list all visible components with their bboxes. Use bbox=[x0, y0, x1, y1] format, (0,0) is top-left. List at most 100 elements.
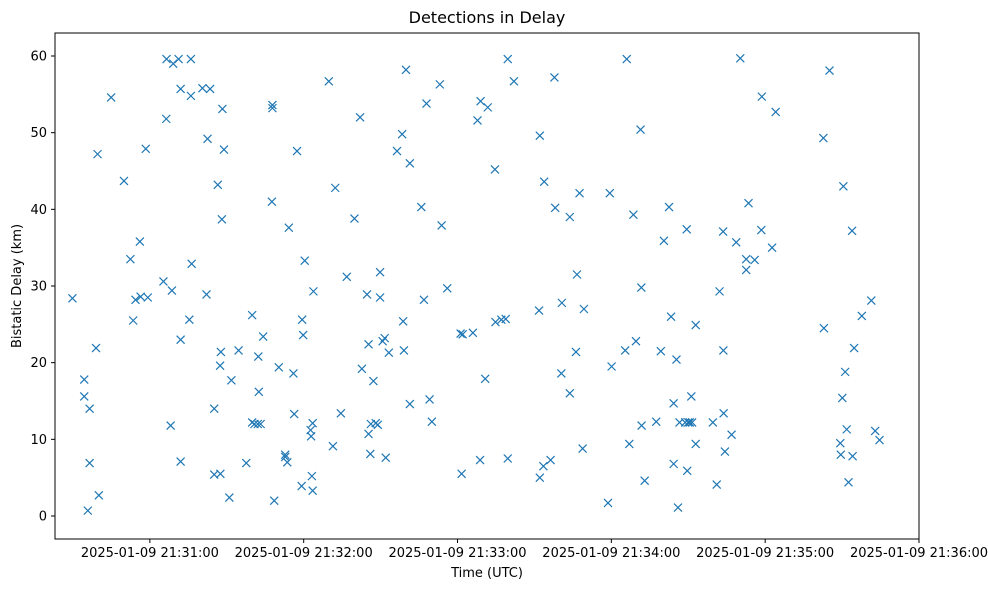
data-point-35 bbox=[205, 84, 215, 94]
data-point-162 bbox=[656, 346, 666, 356]
data-point-214 bbox=[875, 435, 884, 445]
data-point-147 bbox=[578, 444, 588, 453]
data-point-60 bbox=[269, 496, 279, 506]
data-point-46 bbox=[226, 375, 236, 385]
data-point-194 bbox=[756, 225, 766, 235]
data-point-71 bbox=[300, 256, 310, 266]
data-point-102 bbox=[397, 129, 407, 139]
data-point-57 bbox=[267, 100, 277, 110]
data-point-184 bbox=[718, 345, 728, 355]
data-point-12 bbox=[128, 316, 138, 325]
data-point-65 bbox=[284, 223, 294, 233]
data-point-26 bbox=[176, 335, 186, 345]
data-point-183 bbox=[718, 227, 728, 236]
data-point-131 bbox=[509, 76, 519, 86]
y-tick-label-0: 0 bbox=[39, 510, 47, 525]
data-point-72 bbox=[297, 481, 307, 491]
data-point-74 bbox=[306, 431, 316, 441]
data-point-126 bbox=[491, 317, 500, 327]
data-point-134 bbox=[534, 306, 544, 315]
data-point-167 bbox=[669, 398, 679, 408]
data-point-41 bbox=[217, 104, 227, 114]
data-point-195 bbox=[757, 92, 767, 102]
data-point-10 bbox=[119, 176, 129, 186]
data-point-120 bbox=[473, 115, 482, 125]
data-point-110 bbox=[422, 99, 431, 108]
data-point-48 bbox=[241, 458, 251, 468]
data-point-106 bbox=[405, 158, 415, 168]
data-point-159 bbox=[637, 421, 647, 430]
data-point-206 bbox=[840, 367, 850, 377]
data-point-181 bbox=[712, 480, 722, 489]
data-point-55 bbox=[254, 387, 264, 397]
data-point-56 bbox=[258, 332, 268, 342]
data-point-16 bbox=[143, 293, 153, 302]
data-point-156 bbox=[631, 336, 641, 346]
data-point-197 bbox=[771, 107, 781, 117]
data-point-172 bbox=[683, 418, 693, 427]
data-point-13 bbox=[131, 295, 140, 305]
data-point-165 bbox=[666, 312, 676, 322]
data-point-151 bbox=[607, 362, 617, 371]
data-point-36 bbox=[209, 404, 219, 414]
data-point-40 bbox=[215, 361, 225, 371]
y-tick-label-1: 10 bbox=[30, 433, 47, 448]
data-point-87 bbox=[362, 290, 372, 299]
data-point-27 bbox=[176, 457, 186, 466]
data-point-114 bbox=[437, 221, 447, 230]
data-point-68 bbox=[292, 146, 302, 156]
data-point-22 bbox=[167, 286, 177, 296]
data-point-100 bbox=[384, 348, 394, 358]
data-point-78 bbox=[309, 286, 318, 296]
data-point-205 bbox=[842, 424, 852, 434]
data-point-139 bbox=[550, 203, 560, 213]
data-point-76 bbox=[308, 418, 318, 428]
data-point-39 bbox=[215, 469, 225, 479]
data-point-144 bbox=[572, 270, 582, 279]
y-tick-label-3: 30 bbox=[30, 280, 47, 295]
x-tick-label-2: 2025-01-09 21:33:00 bbox=[388, 546, 526, 561]
data-point-188 bbox=[731, 237, 741, 247]
data-point-121 bbox=[475, 455, 485, 465]
data-point-82 bbox=[336, 408, 346, 418]
data-point-62 bbox=[280, 450, 290, 460]
data-point-191 bbox=[741, 265, 751, 275]
data-point-142 bbox=[565, 212, 575, 222]
data-point-200 bbox=[825, 66, 834, 75]
data-point-104 bbox=[399, 345, 409, 355]
data-point-116 bbox=[456, 329, 466, 338]
x-tick-label-5: 2025-01-09 21:36:00 bbox=[850, 546, 988, 561]
data-point-141 bbox=[556, 368, 566, 378]
data-point-213 bbox=[870, 426, 880, 436]
data-point-161 bbox=[651, 417, 661, 427]
data-point-119 bbox=[468, 328, 478, 338]
data-point-166 bbox=[669, 459, 679, 469]
data-point-201 bbox=[835, 438, 845, 448]
data-point-212 bbox=[866, 296, 876, 305]
data-point-146 bbox=[575, 188, 584, 198]
data-point-29 bbox=[186, 91, 196, 101]
data-point-5 bbox=[85, 404, 95, 414]
data-point-52 bbox=[253, 419, 263, 429]
data-point-168 bbox=[672, 355, 681, 365]
data-point-89 bbox=[364, 429, 373, 439]
data-point-107 bbox=[405, 399, 415, 409]
data-point-187 bbox=[727, 430, 737, 440]
x-tick-label-3: 2025-01-09 21:34:00 bbox=[542, 546, 680, 561]
data-point-152 bbox=[622, 54, 632, 64]
data-point-2 bbox=[79, 391, 89, 401]
data-point-70 bbox=[298, 330, 308, 340]
data-point-96 bbox=[375, 293, 385, 302]
data-point-115 bbox=[442, 283, 452, 293]
data-point-61 bbox=[274, 362, 284, 372]
data-point-180 bbox=[708, 418, 718, 427]
data-point-137 bbox=[546, 455, 556, 465]
data-point-9 bbox=[106, 92, 116, 102]
data-point-84 bbox=[350, 214, 359, 223]
data-point-8 bbox=[94, 490, 104, 500]
data-point-94 bbox=[373, 420, 383, 430]
data-point-31 bbox=[187, 259, 197, 269]
data-point-4 bbox=[85, 458, 95, 468]
data-point-28 bbox=[186, 54, 196, 64]
